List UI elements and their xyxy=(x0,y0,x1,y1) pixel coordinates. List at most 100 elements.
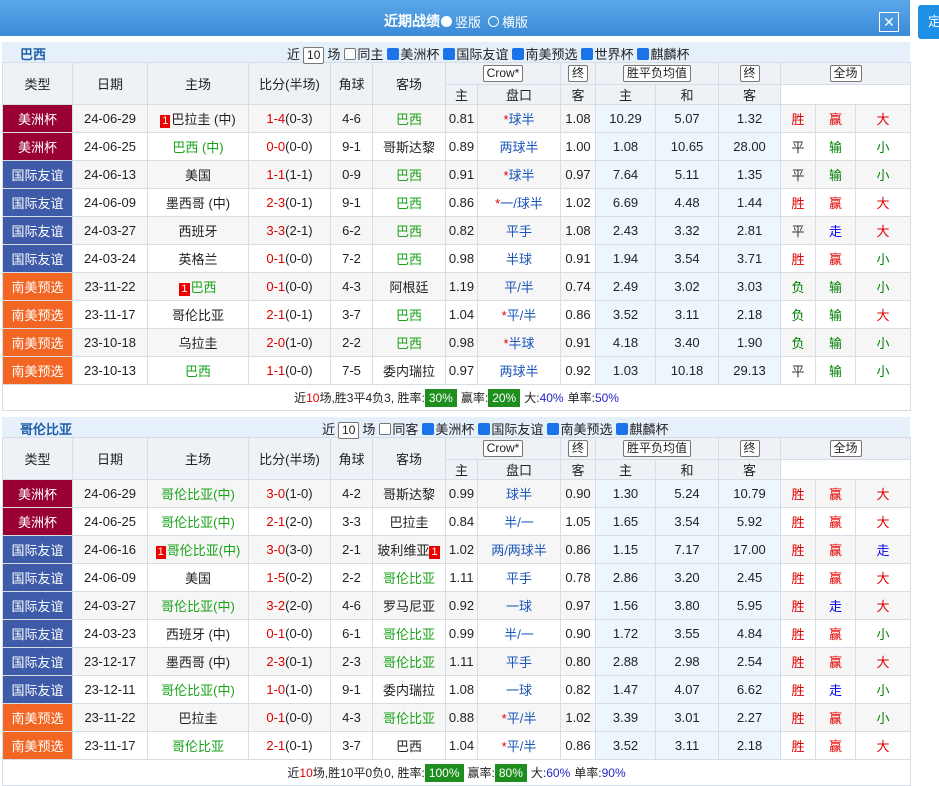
match-row: 国际友谊 23-12-11 哥伦比亚(中) 1-0(1-0) 9-1 委内瑞拉 1.08 一球… xyxy=(2,675,912,704)
away-team: 巴西 xyxy=(372,328,446,357)
away-team: 巴西 xyxy=(372,216,446,245)
filter-option[interactable]: 麒麟杯 xyxy=(612,422,668,437)
dropdown[interactable]: 终 xyxy=(568,65,589,82)
checkbox[interactable] xyxy=(387,48,400,60)
handicap-home-odds: 0.86 xyxy=(445,188,478,217)
option-label: 美洲杯 xyxy=(400,47,440,62)
checkbox[interactable] xyxy=(478,423,491,435)
result-outcome: 平 xyxy=(780,160,817,189)
handicap-outcome: 走 xyxy=(815,591,857,620)
option-landscape[interactable]: 横版 xyxy=(488,12,528,31)
cover-rate: 20% xyxy=(488,389,521,407)
checkbox[interactable] xyxy=(344,48,357,60)
filter-option[interactable]: 同客 xyxy=(375,422,418,437)
filter-option[interactable]: 美洲杯 xyxy=(383,47,439,62)
dropdown[interactable]: Crow* xyxy=(482,440,524,457)
checkbox[interactable] xyxy=(547,423,560,435)
handicap-outcome: 赢 xyxy=(815,188,857,217)
handicap-outcome: 赢 xyxy=(815,507,857,536)
handicap-text: 平手 xyxy=(506,571,533,586)
checkbox[interactable] xyxy=(512,48,525,60)
full-score: 0-1 xyxy=(266,251,286,266)
full-score: 0-1 xyxy=(266,626,286,641)
match-date: 24-06-09 xyxy=(72,563,148,592)
dropdown[interactable]: 胜平负均值 xyxy=(623,65,692,82)
corners: 4-3 xyxy=(330,703,373,732)
checkbox[interactable] xyxy=(422,423,435,435)
dropdown[interactable]: 全场 xyxy=(829,65,862,82)
dropdown[interactable]: 终 xyxy=(568,440,589,457)
match-date: 24-06-16 xyxy=(72,535,148,564)
score: 1-0(1-0) xyxy=(248,675,331,704)
home-team: 巴西 xyxy=(147,356,249,385)
handicap-outcome: 输 xyxy=(815,160,857,189)
handicap-away-odds: 0.74 xyxy=(560,272,597,301)
filter-option[interactable]: 同主 xyxy=(340,47,383,62)
match-date: 23-11-17 xyxy=(72,300,148,329)
dropdown[interactable]: 终 xyxy=(739,65,760,82)
dropdown[interactable]: 胜平负均值 xyxy=(623,440,692,457)
filter-option[interactable]: 世界杯 xyxy=(577,47,633,62)
odds-a: 2.81 xyxy=(718,216,782,245)
filter-option[interactable]: 南美预选 xyxy=(543,422,612,437)
half-score: (0-1) xyxy=(285,195,313,210)
match-date: 24-06-29 xyxy=(72,104,148,133)
corners: 2-3 xyxy=(330,647,373,676)
away-team: 哥斯达黎 xyxy=(372,132,446,161)
match-date: 24-06-13 xyxy=(72,160,148,189)
score: 1-5(0-2) xyxy=(248,563,331,592)
filter-option[interactable]: 麒麟杯 xyxy=(633,47,689,62)
half-score: (0-0) xyxy=(285,363,313,378)
column-header: 角球 xyxy=(330,437,373,480)
checkbox[interactable] xyxy=(379,423,392,435)
match-row: 美洲杯 24-06-29 1 巴拉圭 (中) 1-4(0-3) 4-6 巴西 0.81 *球半 1… xyxy=(2,104,912,133)
handicap-away-odds: 1.08 xyxy=(560,104,597,133)
home-team: 巴西 (中) xyxy=(147,132,249,161)
option-portrait[interactable]: 竖版 xyxy=(441,12,481,31)
filter-option[interactable]: 美洲杯 xyxy=(418,422,474,437)
checkbox[interactable] xyxy=(637,48,650,60)
corners: 9-1 xyxy=(330,132,373,161)
home-team: 乌拉圭 xyxy=(147,328,249,357)
filter-option[interactable]: 国际友谊 xyxy=(439,47,508,62)
result-outcome: 胜 xyxy=(780,591,817,620)
checkbox[interactable] xyxy=(616,423,629,435)
side-button[interactable]: 定 xyxy=(918,5,939,39)
dropdown[interactable]: Crow* xyxy=(482,65,524,82)
away-team: 阿根廷 xyxy=(372,272,446,301)
handicap-line: 平手 xyxy=(476,216,562,245)
column-header: 日期 xyxy=(72,62,148,105)
odds-h: 3.39 xyxy=(595,703,657,732)
match-date: 23-10-13 xyxy=(72,356,148,385)
odds-d: 3.20 xyxy=(655,563,720,592)
summary-text: 场,胜3平4负3, 胜率: xyxy=(319,391,425,405)
checkbox[interactable] xyxy=(581,48,594,60)
dropdown[interactable]: 全场 xyxy=(829,440,862,457)
odds-d: 3.54 xyxy=(655,244,720,273)
odds-d: 10.65 xyxy=(655,132,720,161)
close-button[interactable]: ✕ xyxy=(879,12,899,32)
filter-text: 场 xyxy=(362,422,376,437)
match-date: 24-06-25 xyxy=(72,507,148,536)
column-header: 和 xyxy=(655,84,720,105)
checkbox[interactable] xyxy=(443,48,456,60)
score: 0-1(0-0) xyxy=(248,272,331,301)
team-name: 巴西 xyxy=(395,336,422,351)
result-outcome: 负 xyxy=(780,328,817,357)
count-select[interactable]: 10 xyxy=(338,422,360,439)
half-score: (0-2) xyxy=(285,570,313,585)
filter-option[interactable]: 南美预选 xyxy=(508,47,577,62)
handicap-outcome: 赢 xyxy=(815,563,857,592)
handicap-home-odds: 0.89 xyxy=(445,132,478,161)
handicap-home-odds: 0.99 xyxy=(445,479,478,508)
column-header: 类型 xyxy=(2,62,73,105)
handicap-home-odds: 1.04 xyxy=(445,300,478,329)
dropdown[interactable]: 终 xyxy=(739,440,760,457)
full-score: 2-1 xyxy=(266,307,286,322)
count-select[interactable]: 10 xyxy=(303,47,325,64)
corners: 3-7 xyxy=(330,731,373,760)
filter-option[interactable]: 国际友谊 xyxy=(474,422,543,437)
match-type: 南美预选 xyxy=(2,703,73,732)
full-score: 1-1 xyxy=(266,363,286,378)
handicap-home-odds: 0.81 xyxy=(445,104,478,133)
